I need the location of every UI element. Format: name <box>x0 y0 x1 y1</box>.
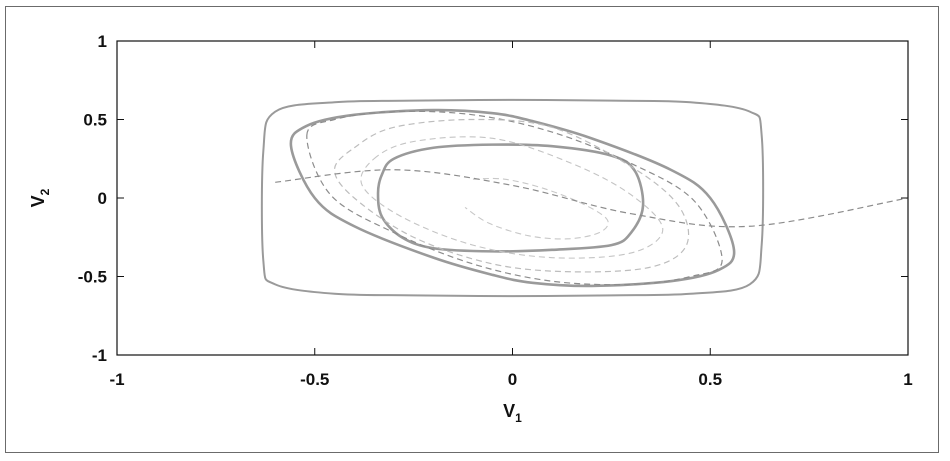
x-tick-label: 0.5 <box>698 370 722 389</box>
ticks: -1 -0.5 0 0.5 1 -1 -0.5 0 0.5 1 <box>78 32 913 389</box>
series-line-4 <box>306 110 723 286</box>
series-line-6 <box>360 136 664 259</box>
y-tick-label: 0 <box>98 189 107 208</box>
y-tick-label: -0.5 <box>78 268 107 287</box>
plot-area: -1 -0.5 0 0.5 1 -1 -0.5 0 0.5 1 <box>78 32 913 389</box>
axes-box <box>116 40 909 356</box>
y-tick-label: 0.5 <box>83 111 107 130</box>
series-line-3 <box>376 143 645 253</box>
x-axis-label: V1 <box>503 401 522 425</box>
series-line-2 <box>289 108 736 288</box>
x-tick-label: -0.5 <box>300 370 329 389</box>
series-line-1 <box>260 98 765 298</box>
x-tick-label: 0 <box>508 370 517 389</box>
series-line-8 <box>275 169 909 228</box>
curves <box>260 98 909 298</box>
x-tick-label: 1 <box>903 370 912 389</box>
y-tick-label: -1 <box>92 346 107 365</box>
figure-frame <box>5 6 939 453</box>
y-tick-label: 1 <box>98 32 107 51</box>
series-line-5 <box>333 118 690 273</box>
y-axis-label: V2 <box>28 188 52 207</box>
series-line-7 <box>464 177 609 240</box>
x-tick-label: -1 <box>109 370 124 389</box>
